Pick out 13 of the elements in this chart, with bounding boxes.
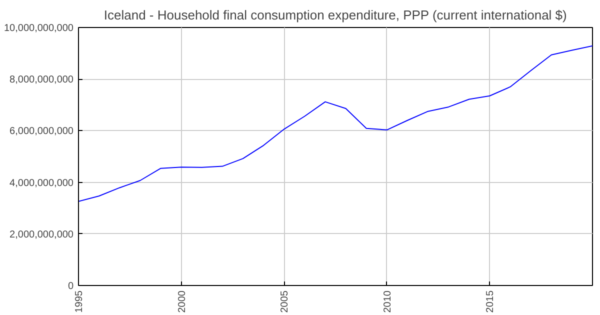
x-tick-label: 2015 <box>485 290 496 313</box>
y-tick-label: 6,000,000,000 <box>10 126 74 138</box>
y-tick-label: 8,000,000,000 <box>10 74 74 86</box>
line-series <box>78 45 592 202</box>
y-tick-label: 2,000,000,000 <box>10 229 74 240</box>
y-tick-label: 10,000,000,000 <box>4 23 74 34</box>
chart-title: Iceland - Household final consumption expenditure, PPP (current international $) <box>104 8 567 22</box>
x-tick-label: 2000 <box>176 290 188 313</box>
x-tick-label: 2010 <box>382 290 394 313</box>
y-tick-label: 4,000,000,000 <box>10 178 74 189</box>
x-tick-label: 1995 <box>74 290 85 313</box>
x-tick-label: 2005 <box>280 290 291 313</box>
y-tick-label: 0 <box>68 281 74 292</box>
